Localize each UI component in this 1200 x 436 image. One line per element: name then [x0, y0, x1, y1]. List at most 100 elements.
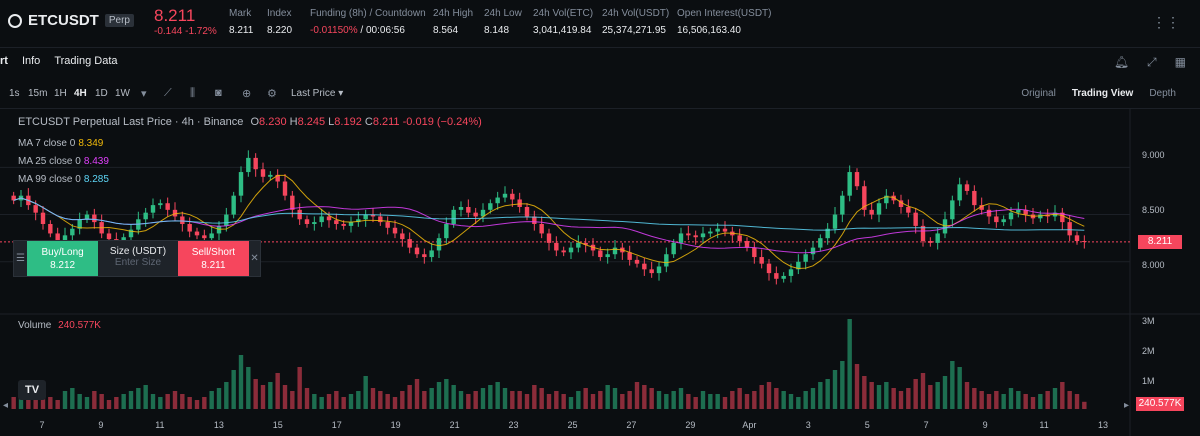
candle-body: [466, 207, 471, 213]
candle-body: [1060, 212, 1065, 223]
volume-bar: [532, 385, 537, 409]
tab-chart[interactable]: rt: [0, 55, 8, 67]
volume-bar: [70, 388, 75, 409]
volume-bar: [598, 391, 603, 409]
tf-15m[interactable]: 15m: [28, 88, 48, 99]
more-menu-icon[interactable]: ⋮⋮: [1152, 14, 1180, 30]
volume-label: Volume: [18, 320, 52, 331]
symbol-name: ETCUSDT: [28, 12, 99, 29]
tf-4h[interactable]: 4H: [74, 88, 87, 99]
candle-body: [1074, 235, 1080, 241]
timeframe-dropdown-icon[interactable]: ▾: [141, 88, 147, 100]
volume-bar: [744, 394, 750, 409]
close-icon[interactable]: ✕: [250, 253, 259, 264]
size-placeholder: Enter Size: [114, 257, 162, 268]
candle-body: [488, 203, 493, 210]
layout-grid-icon[interactable]: ▦: [1174, 55, 1186, 69]
candle-body: [788, 269, 794, 276]
volume-bar: [774, 388, 779, 409]
candle-body: [803, 254, 808, 262]
price-change: -0.144 -1.72%: [154, 26, 217, 37]
stat-value: 8.564: [433, 25, 459, 36]
buy-label: Buy/Long: [41, 247, 84, 258]
stat-value: -0.01150% / 00:06:56: [310, 25, 426, 36]
candle-body: [341, 224, 346, 226]
candle-body: [326, 216, 332, 221]
volume-bar: [1023, 394, 1028, 409]
settings-gear-icon[interactable]: ⚙: [267, 88, 277, 100]
tf-1h[interactable]: 1H: [54, 88, 67, 99]
volume-bar: [957, 367, 962, 409]
volume-bar: [165, 394, 170, 409]
stat-funding[interactable]: Funding (8h) / Countdown -0.01150% / 00:…: [310, 8, 426, 36]
date-tick: 29: [685, 420, 696, 430]
tf-1s[interactable]: 1s: [9, 88, 20, 99]
candlestick-chart[interactable]: [0, 109, 1200, 436]
volume-bar: [634, 382, 640, 409]
candle-body: [202, 235, 207, 239]
candle-body: [1016, 209, 1021, 213]
volume-bar: [722, 397, 728, 409]
buy-long-button[interactable]: Buy/Long 8.212: [26, 241, 99, 276]
volume-bar: [11, 397, 16, 409]
volume-bar: [1074, 394, 1080, 409]
tab-trading-data[interactable]: Trading Data: [54, 55, 118, 67]
size-input[interactable]: Size (USDT) Enter Size: [98, 241, 177, 276]
stat-label: 24h High: [433, 8, 474, 19]
scroll-right-icon[interactable]: ▸: [1124, 400, 1130, 411]
volume-bar: [715, 394, 720, 409]
ma7-legend[interactable]: MA 7 close 0 8.349: [18, 137, 103, 149]
candle-body: [700, 233, 706, 238]
ma99-legend[interactable]: MA 99 close 0 8.285: [18, 173, 109, 185]
symbol-selector[interactable]: ETCUSDT Perp: [8, 12, 134, 29]
candle-body: [246, 157, 251, 173]
candle-body: [165, 203, 170, 210]
date-tick: 11: [1039, 420, 1049, 430]
volume-bar: [136, 388, 141, 409]
drag-handle-icon[interactable]: ☰: [15, 253, 25, 264]
chart-type-icon[interactable]: ⫼: [190, 87, 196, 99]
chart-area[interactable]: [0, 108, 1200, 436]
scroll-left-icon[interactable]: ◂: [3, 400, 9, 411]
indicators-icon[interactable]: ⟋: [164, 87, 172, 99]
volume-bar: [803, 391, 808, 409]
candle-body: [642, 263, 647, 270]
candle-body: [356, 219, 361, 223]
camera-icon[interactable]: ◙: [215, 87, 222, 99]
date-tick: 25: [567, 420, 578, 430]
tab-info[interactable]: Info: [21, 55, 41, 67]
candle-body: [495, 197, 500, 204]
volume-bar: [385, 394, 390, 409]
volume-bar: [348, 394, 354, 409]
crosshair-icon[interactable]: ⊕: [242, 88, 252, 100]
view-depth[interactable]: Depth: [1149, 88, 1176, 99]
volume-bar: [568, 397, 574, 409]
sell-short-button[interactable]: Sell/Short 8.211: [177, 241, 250, 276]
tf-1d[interactable]: 1D: [95, 88, 108, 99]
candle-body: [422, 254, 427, 258]
candle-body: [524, 207, 530, 217]
volume-bar: [825, 379, 830, 409]
volume-bar: [627, 391, 632, 409]
ma25-value: 8.439: [83, 156, 109, 167]
volume-bar: [480, 388, 486, 409]
candle-body: [686, 233, 691, 236]
volume-bar: [1030, 397, 1036, 409]
volume-bar: [517, 391, 522, 409]
ma25-legend[interactable]: MA 25 close 0 8.439: [18, 155, 109, 167]
alert-bell-icon[interactable]: 🔔︎: [1113, 55, 1130, 69]
volume-bar: [246, 367, 251, 409]
candle-body: [561, 250, 566, 253]
stat-label: 24h Vol(USDT): [602, 8, 670, 19]
date-tick: 21: [449, 420, 460, 430]
price-type-select[interactable]: Last Price ▾: [291, 88, 343, 99]
view-original[interactable]: Original: [1021, 88, 1056, 99]
candle-body: [55, 233, 60, 241]
candle-body: [11, 195, 16, 201]
candle-body: [979, 205, 984, 210]
expand-icon[interactable]: ⤢: [1147, 55, 1157, 69]
tf-1w[interactable]: 1W: [115, 88, 130, 99]
volume-bar: [510, 391, 515, 409]
candle-body: [847, 172, 852, 196]
view-trading-view[interactable]: Trading View: [1071, 88, 1134, 99]
